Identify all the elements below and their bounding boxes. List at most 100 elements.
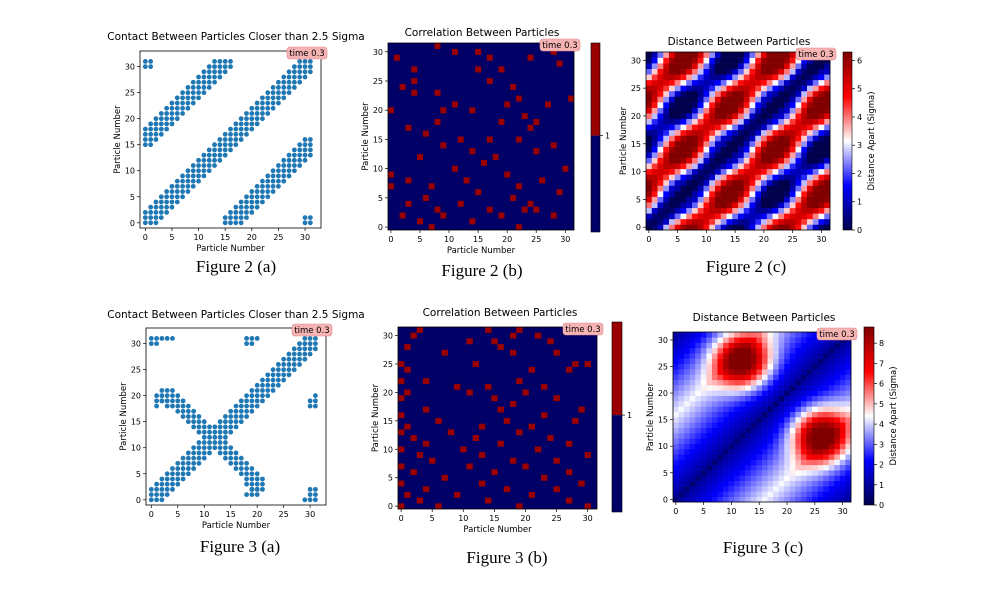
distance-cell xyxy=(706,411,713,418)
distance-cell xyxy=(726,129,733,136)
distance-cell xyxy=(789,224,796,231)
contact-point xyxy=(281,168,287,174)
correlation-cell xyxy=(417,154,424,161)
distance-cell xyxy=(673,496,679,503)
distance-cell xyxy=(755,146,762,153)
distance-cell xyxy=(669,207,676,214)
correlation-cell xyxy=(498,66,505,73)
y-tick-label: 30 xyxy=(658,336,668,345)
distance-cell xyxy=(817,406,824,412)
correlation-cell xyxy=(435,503,442,510)
distance-cell xyxy=(789,342,796,349)
contact-point xyxy=(249,388,255,393)
contact-point xyxy=(206,157,212,163)
distance-cell xyxy=(772,68,779,75)
distance-cell xyxy=(703,85,710,92)
distance-cell xyxy=(778,422,785,428)
contact-point xyxy=(196,424,202,430)
distance-cell xyxy=(767,464,774,471)
contact-point xyxy=(212,163,217,168)
distance-cell xyxy=(789,448,796,455)
contact-point xyxy=(201,90,207,96)
correlation-cell xyxy=(398,463,405,470)
distance-cell xyxy=(812,102,819,108)
contact-point xyxy=(238,204,244,210)
contact-point xyxy=(164,204,170,210)
x-tick-label: 0 xyxy=(149,510,154,519)
correlation-cell xyxy=(547,338,554,345)
distance-cell xyxy=(800,475,807,482)
distance-cell xyxy=(784,207,791,214)
y-tick-label: 5 xyxy=(636,195,641,204)
correlation-cell xyxy=(522,389,529,396)
distance-cell xyxy=(726,152,733,158)
distance-cell xyxy=(717,454,724,460)
distance-cell xyxy=(673,427,679,434)
contact-point xyxy=(302,69,308,75)
distance-cell xyxy=(828,342,835,349)
distance-cell xyxy=(674,146,681,153)
distance-cell xyxy=(784,168,791,175)
distance-cell xyxy=(784,218,791,225)
distance-cell xyxy=(756,363,763,370)
contact-point xyxy=(228,450,234,456)
distance-cell xyxy=(738,74,745,81)
distance-cell xyxy=(749,74,756,81)
correlation-cell xyxy=(509,457,517,464)
distance-cell xyxy=(812,224,819,231)
distance-cell xyxy=(715,96,722,103)
contact-point xyxy=(291,64,297,70)
distance-cell xyxy=(689,491,696,497)
distance-cell xyxy=(801,129,808,136)
distance-cell xyxy=(800,432,807,439)
contact-point xyxy=(180,173,185,179)
distance-cell xyxy=(717,411,724,418)
contact-point xyxy=(164,121,170,127)
distance-cell xyxy=(720,129,727,136)
distance-cell xyxy=(657,152,664,158)
distance-cell xyxy=(684,470,690,476)
y-tick-label: 5 xyxy=(136,470,141,479)
distance-cell xyxy=(717,464,724,471)
colorbar-tick-label: 1 xyxy=(857,198,862,207)
distance-cell xyxy=(697,196,704,203)
contact-point xyxy=(153,126,159,132)
distance-cell xyxy=(834,390,841,397)
distance-cell xyxy=(697,63,704,69)
contact-point xyxy=(270,100,276,106)
contact-point xyxy=(238,126,244,132)
distance-cell xyxy=(684,443,690,450)
contact-point xyxy=(270,382,276,388)
distance-cell xyxy=(828,390,835,397)
contact-point xyxy=(212,64,217,70)
distance-cell xyxy=(845,411,852,418)
correlation-cell xyxy=(527,54,534,61)
distance-cell xyxy=(845,480,852,487)
distance-cell xyxy=(711,363,718,370)
contact-point xyxy=(185,460,191,466)
distance-cell xyxy=(646,196,653,203)
contact-point xyxy=(238,137,244,142)
distance-cell xyxy=(806,337,813,343)
distance-cell xyxy=(784,96,791,103)
distance-cell xyxy=(824,146,831,153)
contact-point xyxy=(254,199,260,205)
y-tick-label: 25 xyxy=(373,77,383,86)
distance-cell xyxy=(778,342,785,349)
distance-cell xyxy=(743,202,750,209)
distance-cell xyxy=(772,129,779,136)
distance-cell xyxy=(818,196,825,203)
distance-cell xyxy=(795,124,802,131)
distance-cell xyxy=(800,448,807,455)
distance-cell xyxy=(784,448,791,455)
distance-cell xyxy=(695,496,702,503)
y-tick-label: 0 xyxy=(130,219,135,228)
distance-cell xyxy=(684,337,690,343)
distance-cell xyxy=(717,427,724,434)
correlation-cell xyxy=(475,66,482,73)
distance-cell xyxy=(761,168,768,175)
distance-cell xyxy=(806,432,813,439)
contact-point xyxy=(302,336,308,341)
contact-point xyxy=(233,142,239,148)
distance-cell xyxy=(709,57,716,64)
